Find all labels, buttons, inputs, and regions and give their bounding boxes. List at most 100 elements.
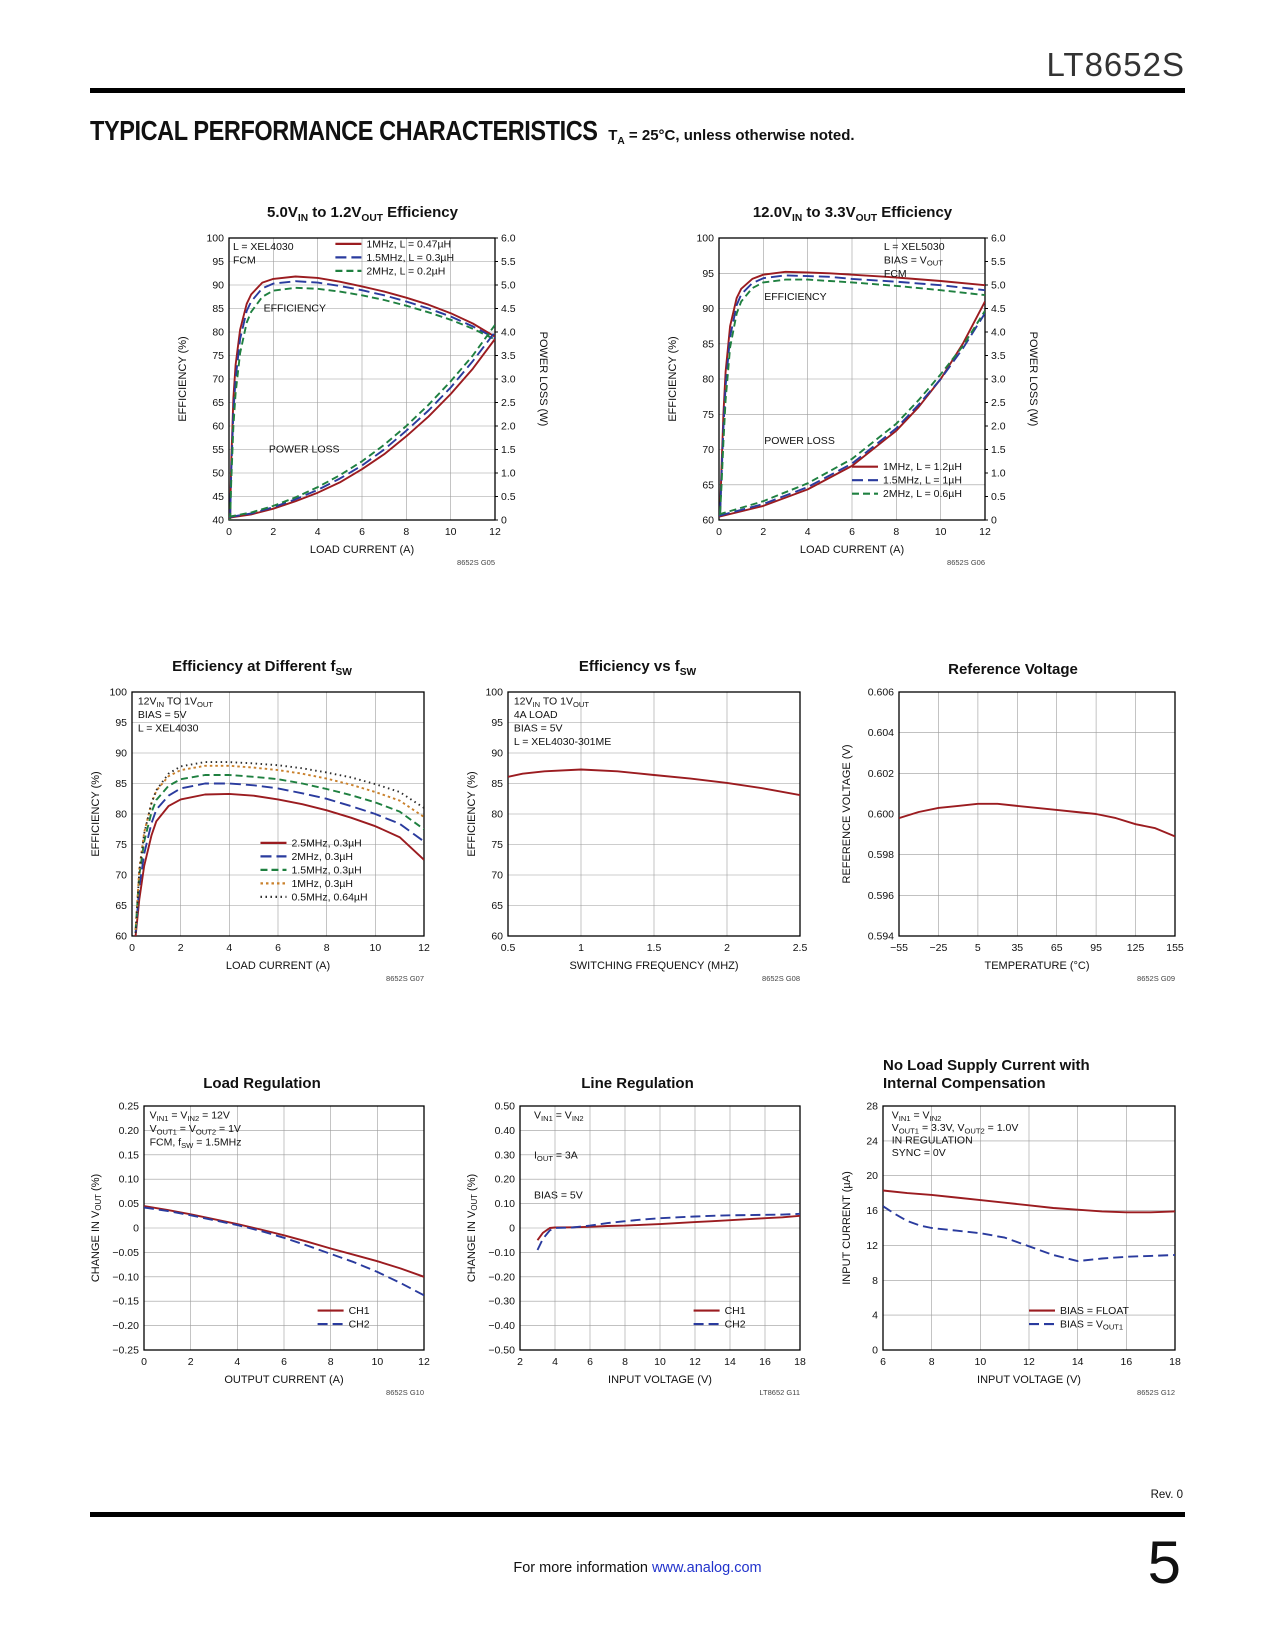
svg-text:3.5: 3.5 [501, 350, 516, 362]
svg-text:4: 4 [804, 526, 810, 538]
svg-text:60: 60 [491, 931, 503, 943]
svg-text:6: 6 [281, 1356, 287, 1368]
svg-text:5.5: 5.5 [501, 256, 516, 268]
svg-text:BIAS = 5V: BIAS = 5V [513, 723, 562, 735]
footer-info: For more information www.analog.com [0, 1560, 1275, 1576]
analog-link[interactable]: www.analog.com [652, 1560, 762, 1576]
svg-text:85: 85 [702, 338, 714, 350]
svg-text:2: 2 [517, 1356, 523, 1368]
chart-efficiency-12vin-3v3vout: 12.0VIN to 3.3VOUT Efficiency 0 2 4 6 8 10 12 6… [663, 202, 1043, 568]
svg-text:INPUT VOLTAGE (V): INPUT VOLTAGE (V) [977, 1374, 1081, 1386]
svg-text:0.20: 0.20 [494, 1174, 515, 1186]
charts-row-3: Load Regulation 0 2 4 6 8 10 12 −0.25 −0.20 −0.15… [0, 1054, 1275, 1398]
svg-text:90: 90 [491, 748, 503, 760]
svg-text:INPUT VOLTAGE (V): INPUT VOLTAGE (V) [608, 1374, 712, 1386]
charts-row-2: Efficiency at Different fSW 0 2 4 6 8 10 12 60 6… [0, 656, 1275, 984]
svg-text:12: 12 [866, 1240, 878, 1252]
svg-text:3.5: 3.5 [991, 350, 1006, 362]
svg-text:0.50: 0.50 [494, 1101, 515, 1113]
svg-text:45: 45 [212, 491, 224, 503]
svg-text:BIAS = VOUT1: BIAS = VOUT1 [1060, 1319, 1123, 1332]
svg-text:−0.05: −0.05 [112, 1247, 139, 1259]
svg-text:95: 95 [491, 717, 503, 729]
svg-text:35: 35 [1011, 942, 1023, 954]
svg-text:EFFICIENCY (%): EFFICIENCY (%) [466, 771, 478, 856]
svg-text:5.0: 5.0 [501, 280, 516, 292]
svg-text:0: 0 [991, 515, 997, 527]
chart-title: Line Regulation [581, 1075, 694, 1093]
section-title: TYPICAL PERFORMANCE CHARACTERISTICS [90, 115, 598, 146]
svg-text:10: 10 [934, 526, 946, 538]
svg-text:85: 85 [115, 778, 127, 790]
svg-text:6.0: 6.0 [991, 233, 1006, 245]
svg-text:2: 2 [724, 942, 730, 954]
footer-text: For more information [513, 1560, 652, 1576]
svg-text:8652S G08: 8652S G08 [762, 974, 800, 983]
chart-canvas: 0 2 4 6 8 10 12 40 45 50 55 60 65 70 75 80 85 90 95 100 0 0.5… [177, 233, 549, 568]
svg-text:0.5: 0.5 [500, 942, 515, 954]
svg-text:2.0: 2.0 [991, 421, 1006, 433]
chart-title: Efficiency vs fSW [578, 658, 697, 679]
svg-text:0.25: 0.25 [119, 1101, 140, 1113]
section-subtitle: TA = 25°C, unless otherwise noted. [608, 127, 854, 147]
svg-text:10: 10 [654, 1356, 666, 1368]
svg-text:1.5: 1.5 [646, 942, 661, 954]
chart-canvas: 0.5 1 1.5 2 2.5 60 65 70 75 80 85 90 95 100 SWITCHING … [466, 687, 807, 984]
svg-text:0.15: 0.15 [119, 1149, 140, 1161]
svg-text:CH1: CH1 [349, 1305, 370, 1317]
svg-text:10: 10 [371, 1356, 383, 1368]
svg-text:80: 80 [491, 809, 503, 821]
svg-text:0.10: 0.10 [119, 1174, 140, 1186]
svg-text:8652S G06: 8652S G06 [947, 558, 985, 567]
svg-text:85: 85 [212, 303, 224, 315]
svg-text:4.0: 4.0 [501, 327, 516, 339]
svg-text:8: 8 [872, 1275, 878, 1287]
svg-text:CHANGE IN VOUT (%): CHANGE IN VOUT (%) [466, 1174, 479, 1282]
svg-text:70: 70 [212, 374, 224, 386]
svg-text:−0.15: −0.15 [112, 1296, 139, 1308]
svg-text:95: 95 [1090, 942, 1102, 954]
svg-text:65: 65 [115, 900, 127, 912]
svg-text:1MHz, L = 1.2µH: 1MHz, L = 1.2µH [883, 461, 962, 473]
svg-text:4: 4 [552, 1356, 558, 1368]
chart-reference-voltage: Reference Voltage −55 −25 5 35 65 95 125 155 0.5… [837, 656, 1189, 984]
footer-rule [90, 1512, 1185, 1517]
svg-text:40: 40 [212, 515, 224, 527]
svg-text:OUTPUT CURRENT (A): OUTPUT CURRENT (A) [224, 1374, 343, 1386]
svg-text:6: 6 [275, 942, 281, 954]
svg-text:POWER LOSS (W): POWER LOSS (W) [1027, 332, 1039, 427]
svg-text:6: 6 [849, 526, 855, 538]
svg-text:0.5: 0.5 [501, 491, 516, 503]
svg-text:L = XEL5030: L = XEL5030 [883, 241, 944, 253]
svg-text:−0.40: −0.40 [488, 1320, 515, 1332]
svg-text:1MHz, 0.3µH: 1MHz, 0.3µH [291, 878, 352, 890]
svg-text:1.5MHz, 0.3µH: 1.5MHz, 0.3µH [291, 864, 361, 876]
svg-text:18: 18 [1169, 1356, 1181, 1368]
svg-text:LOAD CURRENT (A): LOAD CURRENT (A) [226, 960, 330, 972]
chart-canvas: 0 2 4 6 8 10 12 −0.25 −0.20 −0.15 −0.10 −0.05 0 0.05 0… [90, 1101, 430, 1398]
svg-text:4: 4 [314, 526, 320, 538]
svg-text:VIN1 = VIN2: VIN1 = VIN2 [534, 1110, 584, 1123]
svg-text:2.5: 2.5 [991, 397, 1006, 409]
chart-title: 5.0VIN to 1.2VOUT Efficiency [267, 204, 458, 225]
svg-text:8652S G09: 8652S G09 [1137, 974, 1175, 983]
svg-text:0: 0 [716, 526, 722, 538]
svg-text:BIAS = VOUT: BIAS = VOUT [883, 254, 942, 267]
svg-text:3.0: 3.0 [501, 374, 516, 386]
revision-label: Rev. 0 [1150, 1489, 1183, 1501]
svg-text:L = XEL4030: L = XEL4030 [138, 723, 199, 735]
svg-text:90: 90 [702, 303, 714, 315]
svg-text:CH2: CH2 [724, 1319, 745, 1331]
svg-text:2MHz, L = 0.6µH: 2MHz, L = 0.6µH [883, 488, 962, 500]
svg-text:−55: −55 [890, 942, 908, 954]
svg-text:4.5: 4.5 [501, 303, 516, 315]
svg-text:1MHz, L = 0.47µH: 1MHz, L = 0.47µH [366, 238, 451, 250]
svg-text:LT8652 G11: LT8652 G11 [759, 1388, 800, 1397]
svg-text:100: 100 [485, 687, 503, 699]
svg-text:14: 14 [724, 1356, 736, 1368]
svg-text:POWER LOSS (W): POWER LOSS (W) [537, 332, 549, 427]
svg-text:1.5MHz, L = 1µH: 1.5MHz, L = 1µH [883, 475, 962, 487]
svg-text:70: 70 [115, 870, 127, 882]
svg-text:4: 4 [226, 942, 232, 954]
svg-text:8652S G10: 8652S G10 [386, 1388, 424, 1397]
